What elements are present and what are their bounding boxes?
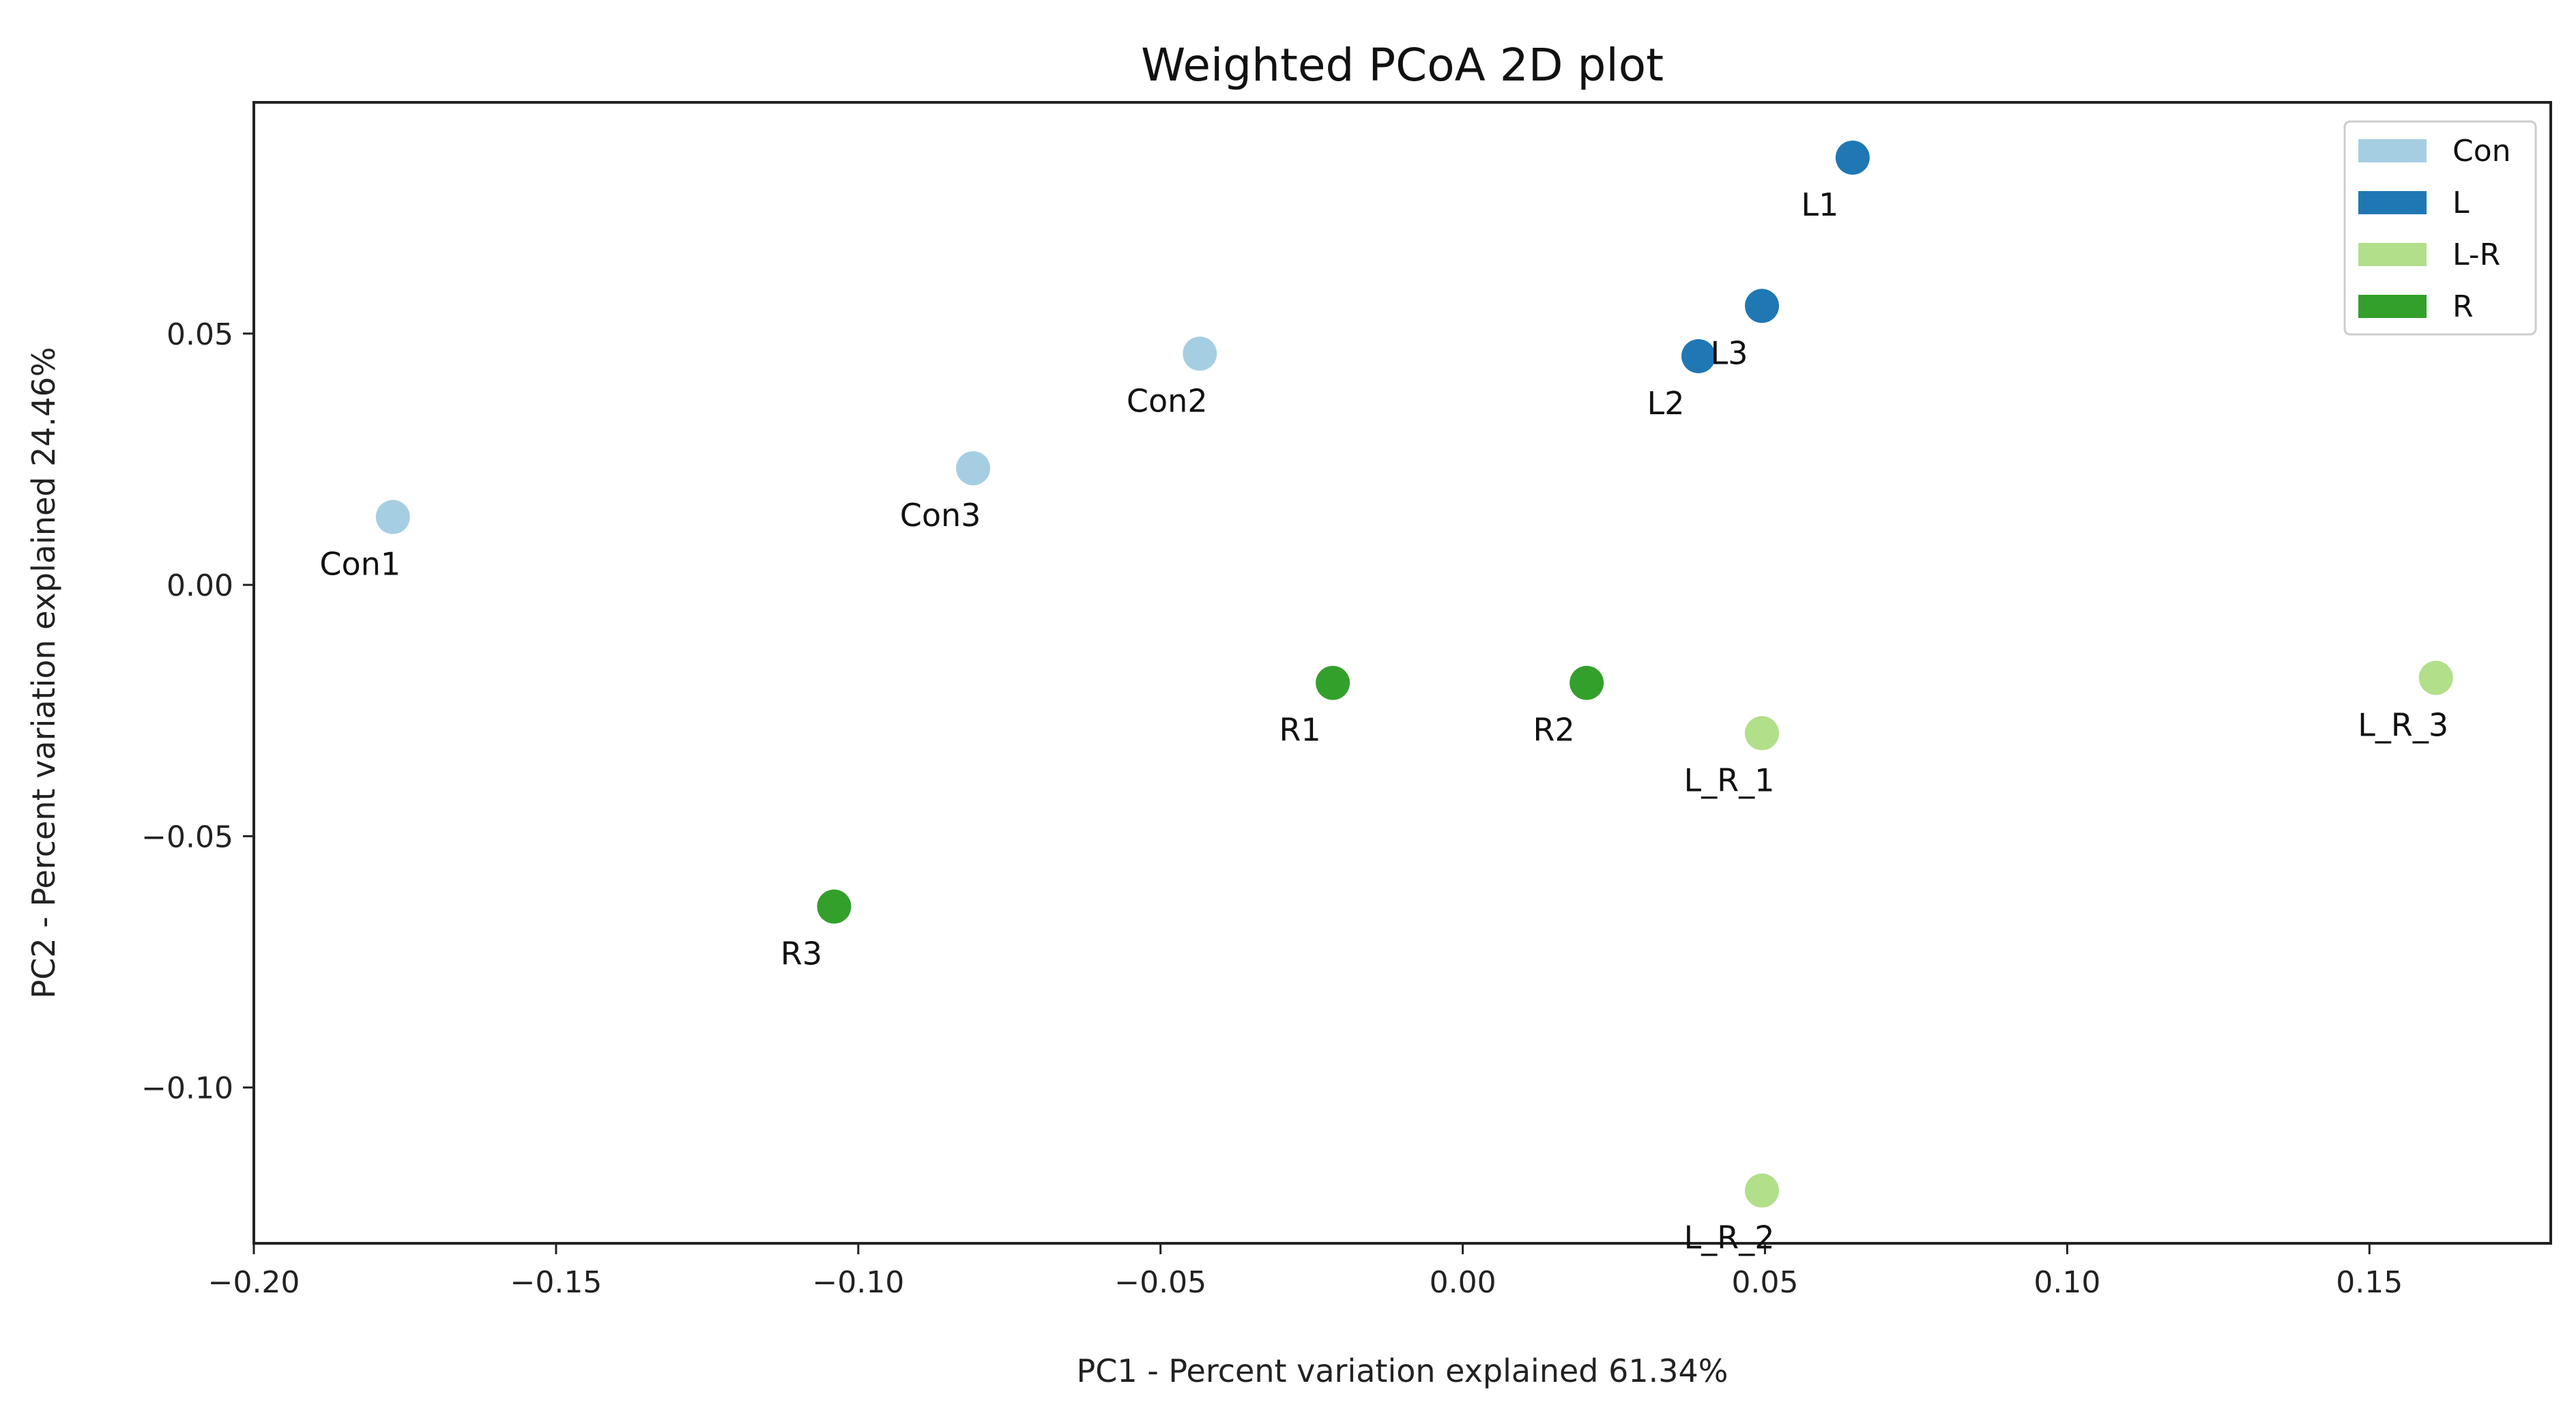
point-l-r-1 (1745, 716, 1780, 751)
point-l-r-2 (1745, 1173, 1780, 1208)
point-l3 (1745, 289, 1780, 323)
x-axis-label: PC1 - Percent variation explained 61.34% (1076, 1352, 1728, 1389)
point-con2 (1183, 336, 1217, 371)
point-label: L_R_1 (1684, 762, 1775, 798)
point-con1 (375, 500, 410, 534)
legend-label: L-R (2452, 237, 2500, 272)
point-label: R2 (1533, 712, 1575, 749)
y-tick-label: 0.05 (167, 317, 233, 352)
point-label: Con2 (1127, 382, 1208, 419)
legend-box (2343, 120, 2537, 336)
legend-label: L (2452, 186, 2470, 220)
point-l2 (1681, 338, 1716, 373)
x-tick-label: 0.05 (1731, 1265, 1798, 1300)
point-l-r-3 (2418, 661, 2453, 695)
point-label: R1 (1279, 712, 1321, 749)
y-tick-label: −0.05 (141, 820, 233, 854)
chart-title: Weighted PCoA 2D plot (1141, 39, 1664, 91)
point-label: L1 (1801, 186, 1838, 223)
point-label: L_R_2 (1684, 1219, 1775, 1256)
plot-area (252, 101, 2552, 1245)
point-label: L3 (1711, 334, 1748, 371)
y-axis-label: PC2 - Percent variation explained 24.46% (25, 347, 62, 998)
legend-label: R (2452, 289, 2474, 324)
point-label: R3 (781, 936, 822, 972)
x-tick-label: −0.10 (812, 1265, 904, 1300)
legend-swatch-r (2358, 295, 2427, 318)
point-label: L2 (1647, 385, 1685, 422)
point-con3 (956, 451, 991, 486)
data-points (375, 141, 2453, 1208)
point-label: L_R_3 (2358, 706, 2448, 743)
legend-label: Con (2452, 134, 2511, 169)
x-tick-label: 0.10 (2034, 1265, 2100, 1300)
x-tick-label: −0.20 (208, 1265, 300, 1300)
x-axis: −0.20 −0.15 −0.10 −0.05 0.00 0.05 0.10 0.15 (208, 1243, 2403, 1300)
y-axis: −0.10 −0.05 0.00 0.05 (141, 317, 254, 1106)
point-l1 (1835, 141, 1870, 175)
y-tick-label: −0.10 (141, 1071, 233, 1106)
point-labels: Con1 Con2 Con3 L1 L2 L3 L_R_1 L_R_2 L_R_3 R1 R2 R3 (319, 186, 2448, 1256)
point-r2 (1569, 665, 1604, 700)
point-r1 (1316, 665, 1350, 700)
legend: Con L L-R R (2343, 120, 2537, 336)
legend-swatch-con (2358, 139, 2427, 162)
point-r3 (817, 889, 852, 924)
x-tick-label: −0.15 (510, 1265, 602, 1300)
x-tick-label: −0.05 (1114, 1265, 1206, 1300)
point-label: Con1 (319, 546, 401, 583)
x-tick-label: 0.00 (1430, 1265, 1496, 1300)
legend-swatch-l-r (2358, 243, 2427, 266)
point-label: Con3 (900, 497, 981, 534)
x-tick-label: 0.15 (2336, 1265, 2403, 1300)
y-tick-label: 0.00 (167, 568, 233, 603)
legend-swatch-l (2358, 191, 2427, 214)
